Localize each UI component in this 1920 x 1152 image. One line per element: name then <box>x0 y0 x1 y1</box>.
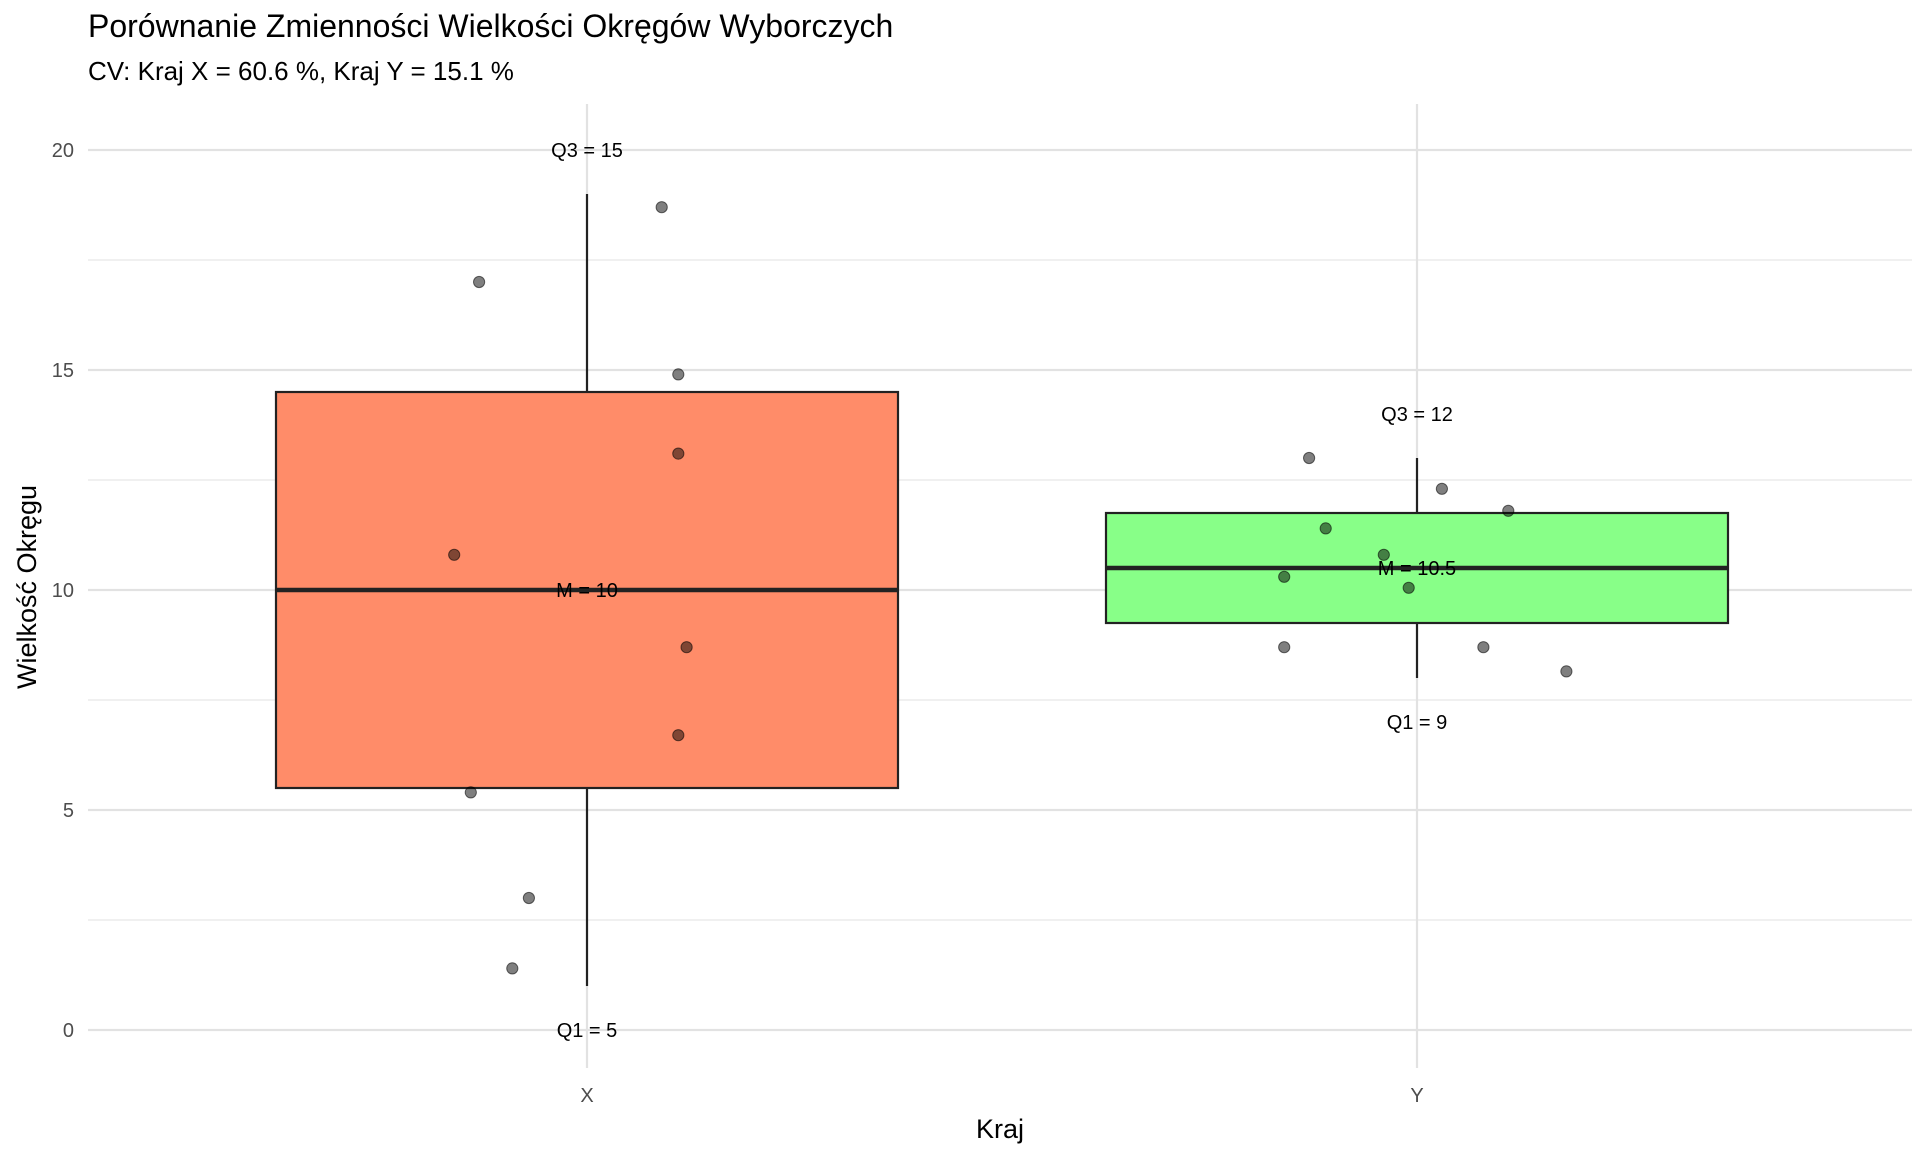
jitter-points <box>448 201 1573 975</box>
data-point <box>1402 581 1415 594</box>
data-point <box>1477 641 1490 654</box>
chart-title: Porównanie Zmienności Wielkości Okręgów … <box>88 8 894 44</box>
box-y <box>1104 458 1730 678</box>
y-tick-label: 15 <box>52 360 74 382</box>
data-point <box>448 548 461 561</box>
x-axis-title: Kraj <box>976 1114 1024 1144</box>
data-point <box>1278 570 1291 583</box>
annotation-label: M = 10.5 <box>1378 558 1456 580</box>
data-point <box>655 201 668 214</box>
axes: 0 5 10 15 20 X Y <box>52 140 1424 1107</box>
data-point <box>672 447 685 460</box>
y-tick-label: 20 <box>52 140 74 162</box>
y-tick-label: 0 <box>63 1020 74 1042</box>
data-point <box>1278 641 1291 654</box>
data-point <box>680 641 693 654</box>
annotations: Q3 = 15 M = 10 Q1 = 5 Q3 = 12 M = 10.5 Q1 = 9 <box>551 140 1456 1042</box>
annotation-label: M = 10 <box>556 580 618 602</box>
annotation-label: Q1 = 9 <box>1387 712 1448 734</box>
data-point <box>1303 451 1316 465</box>
box-x <box>274 194 900 986</box>
y-tick-label: 10 <box>52 580 74 602</box>
data-point <box>1435 482 1449 495</box>
x-tick-label: X <box>580 1085 593 1107</box>
y-axis-title: Wielkość Okręgu <box>12 485 42 689</box>
data-point <box>506 962 519 975</box>
data-point <box>1377 548 1390 561</box>
data-point <box>473 275 486 289</box>
x-tick-label: Y <box>1410 1085 1423 1107</box>
y-tick-label: 5 <box>63 800 74 822</box>
data-point <box>672 368 685 381</box>
boxes <box>274 194 1730 986</box>
data-point <box>1560 665 1573 678</box>
chart-subtitle: CV: Kraj X = 60.6 %, Kraj Y = 15.1 % <box>88 56 514 86</box>
annotation-label: Q3 = 12 <box>1381 404 1453 426</box>
data-point <box>1502 504 1515 517</box>
data-point <box>522 891 536 905</box>
data-point <box>1319 522 1332 535</box>
data-point <box>672 729 685 742</box>
data-point <box>464 786 477 799</box>
annotation-label: Q3 = 15 <box>551 140 623 162</box>
annotation-label: Q1 = 5 <box>557 1020 618 1042</box>
